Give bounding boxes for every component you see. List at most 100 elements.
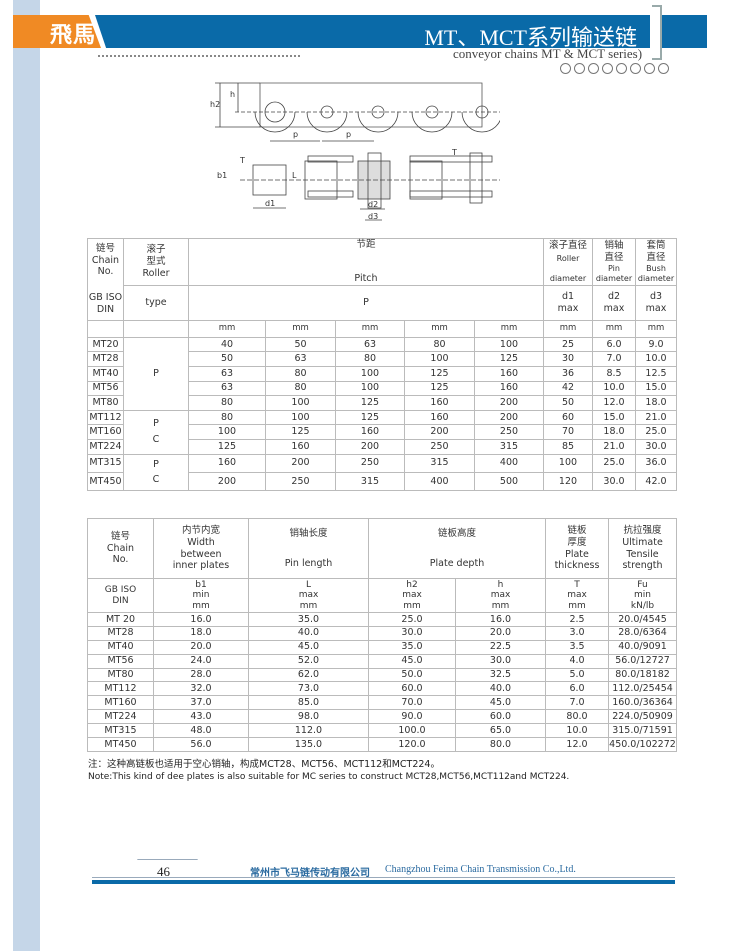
plate-lobe [306, 111, 348, 133]
cell-line: 滚子 [146, 244, 166, 256]
value-cell: 12.0 [545, 737, 609, 752]
value-cell: 250 [474, 424, 544, 440]
link-hole [371, 105, 385, 119]
chain-no: MT224 [87, 438, 124, 455]
value-cell: 80 [265, 380, 336, 397]
symbol-cell: h max mm [455, 578, 546, 613]
cell-line: T [574, 579, 580, 590]
value-cell: 500 [474, 471, 544, 492]
cell-line: h [497, 579, 504, 590]
value-cell: 112.0 [248, 723, 369, 739]
label-h2: h2 [210, 100, 220, 109]
value-cell: 7.0 [545, 695, 609, 711]
value-cell: 62.0 [248, 667, 369, 683]
cell-line: GB ISO [88, 292, 123, 304]
label-p2: p [346, 130, 351, 139]
chain-no: MT224 [87, 709, 154, 725]
table-row: MT450 200 250 315 400 500 120 30.0 42.0 [87, 471, 677, 492]
value-cell: 30.0 [455, 653, 546, 669]
value-cell: 18.0 [153, 625, 249, 641]
header-std: GB ISO DIN [88, 292, 123, 316]
value-cell: 42 [543, 380, 593, 397]
value-cell: 4.0 [545, 653, 609, 669]
value-cell: 6.0 [592, 336, 636, 353]
cell-line: Roller [556, 253, 580, 263]
cell-line: mm [568, 600, 586, 611]
value-cell: 125 [265, 424, 336, 440]
cell-line: 型式 [146, 255, 166, 267]
cell-line: 链号 [95, 242, 115, 254]
value-cell: 400 [404, 471, 475, 492]
value-cell: 125 [404, 380, 475, 397]
circle-decoration [560, 63, 669, 74]
cell-line: P [153, 418, 159, 430]
value-cell: 73.0 [248, 681, 369, 697]
header-pin-length: 销轴长度 Pin length [248, 518, 369, 579]
brand-logo: 飛馬 [50, 22, 97, 48]
value-cell: 250 [265, 471, 336, 492]
value-cell: 100 [265, 409, 336, 426]
label-d2: d2 [368, 200, 378, 209]
label-d3: d3 [368, 212, 378, 221]
value-cell: 30.0 [368, 625, 456, 641]
value-cell: 25.0 [635, 424, 677, 440]
unit-cell: mm [265, 319, 336, 338]
value-cell: 100 [188, 424, 266, 440]
value-cell: 22.5 [455, 639, 546, 655]
value-cell: 63 [265, 351, 336, 367]
page-number-tab [130, 859, 205, 881]
cell-line: max [557, 302, 579, 314]
header-chain: 链号 Chain No. GB ISO DIN [87, 238, 124, 321]
company-name-en: Changzhou Feima Chain Transmission Co.,L… [385, 864, 576, 875]
cell-line: max [402, 590, 422, 601]
chain-no: MT 20 [87, 612, 154, 627]
value-cell: 100 [335, 380, 405, 397]
value-cell: 7.0 [592, 351, 636, 367]
value-cell: 250 [404, 438, 475, 455]
circle-dot [560, 63, 571, 74]
value-cell: 80 [404, 336, 475, 353]
table-row: MT112 P C 80 100 125 160 200 60 15.0 21.0 [87, 409, 677, 455]
note-english: Note:This kind of dee plates is also sui… [88, 772, 570, 782]
value-cell: 200 [265, 453, 336, 473]
value-cell: 12.5 [635, 365, 677, 382]
symbol-cell: GB ISO DIN [87, 578, 154, 613]
unit-cell: mm [404, 319, 475, 338]
symbol-d3: d3 max [635, 284, 677, 321]
plate-lobe [461, 111, 500, 133]
table-row: MT112 32.0 73.0 60.0 40.0 6.0 112.0/25454 [87, 681, 677, 697]
unit-cell: mm [188, 319, 266, 338]
pitch-dimension-table: 链号 Chain No. GB ISO DIN 滚子 型式 Roller 节距 Pitch 滚子直径… [87, 238, 677, 492]
circle-dot [644, 63, 655, 74]
value-cell: 20.0 [153, 639, 249, 655]
cell-line: 厚度 [567, 536, 587, 548]
header-bush-diameter: 套筒 直径 Bush diameter [635, 238, 677, 286]
value-cell: 15.0 [635, 380, 677, 397]
cell-line: P [153, 458, 159, 470]
value-cell: 200 [335, 438, 405, 455]
left-side-strip [13, 0, 40, 951]
cell-line: Pitch [354, 272, 378, 284]
chain-no: MT315 [87, 453, 124, 473]
cell-line: d2 [607, 290, 621, 302]
cell-line: inner plates [172, 560, 230, 572]
value-cell: 10.0 [635, 351, 677, 367]
side-view: h2 h p p [210, 82, 500, 142]
value-cell: 315 [335, 471, 405, 492]
cell-line: diameter [637, 273, 675, 283]
cell-line: No. [112, 554, 129, 566]
symbol-cell: b1 min mm [153, 578, 249, 613]
value-cell: 80.0 [455, 737, 546, 752]
table-row: MT28 18.0 40.0 30.0 20.0 3.0 28.0/6364 [87, 625, 677, 641]
cell-line: mm [491, 600, 510, 611]
circle-dot [574, 63, 585, 74]
chain-no: MT40 [87, 639, 154, 655]
cell-line: Chain [91, 254, 120, 266]
value-cell: 18.0 [592, 424, 636, 440]
value-cell: 125 [335, 409, 405, 426]
cell-line: 套筒 [646, 240, 666, 251]
value-cell: 25 [543, 336, 593, 353]
value-cell: 135.0 [248, 737, 369, 752]
circle-dot [616, 63, 627, 74]
